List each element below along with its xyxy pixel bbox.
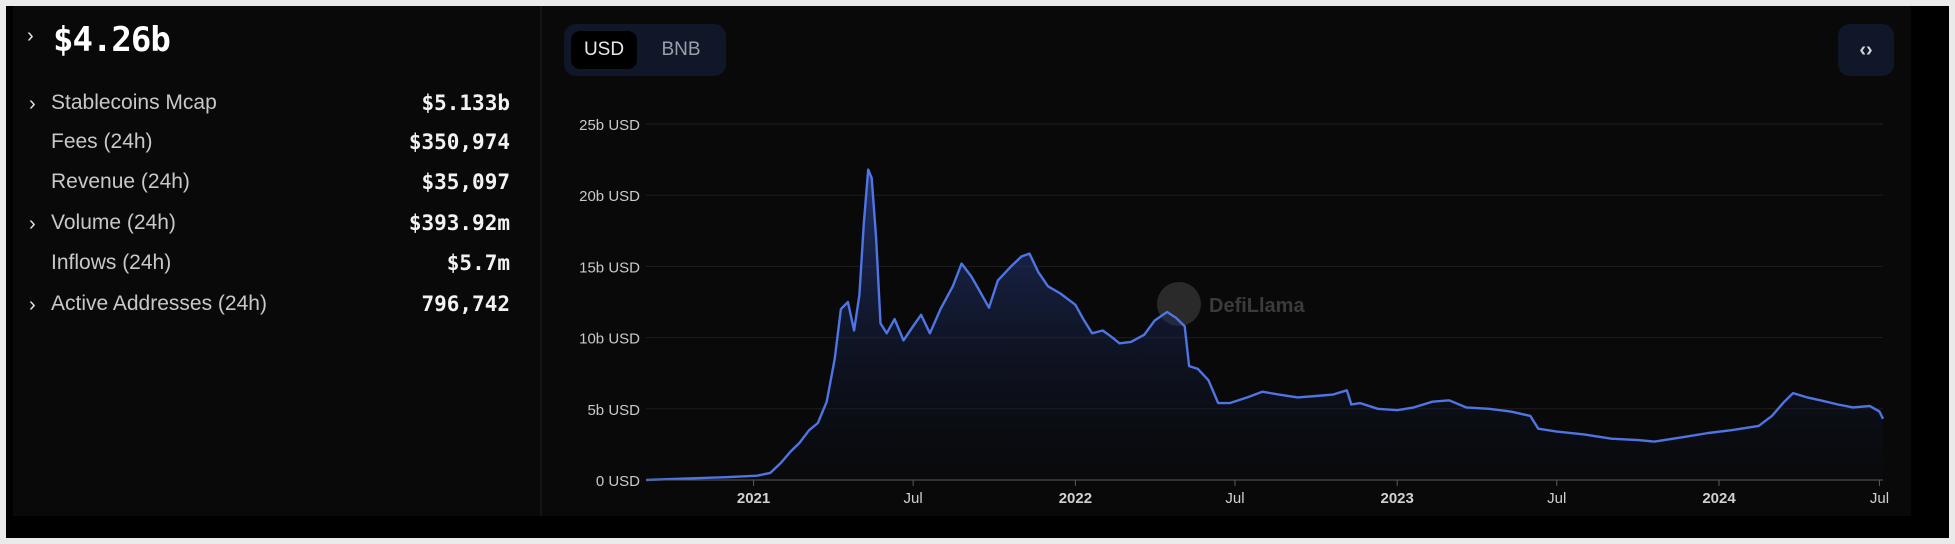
metric-label: Inflows (24h) (51, 251, 172, 274)
tvl-value: $4.26b (53, 20, 171, 60)
toggle-bnb-button[interactable]: BNB (661, 39, 701, 60)
metric-value: $393.92m (408, 211, 510, 235)
x-tick-label: Jul (1870, 490, 1889, 507)
currency-toggle: USD BNB (564, 24, 726, 76)
metric-label: Fees (24h) (51, 130, 153, 153)
y-tick-label: 25b USD (579, 117, 640, 134)
dashboard-frame: › $4.26b › Stablecoins Mcap $5.133b Fees… (6, 6, 1949, 538)
chevron-right-icon[interactable]: › (29, 294, 36, 316)
chevron-right-icon[interactable]: › (29, 213, 36, 235)
embed-button[interactable]: ‹› (1838, 24, 1894, 76)
metrics-list: › Stablecoins Mcap $5.133b Fees (24h) $3… (13, 6, 510, 406)
watermark-text: DefiLlama (1209, 295, 1305, 317)
x-tick-label: 2021 (737, 490, 770, 507)
tvl-chart: DefiLlama 0 USD 5b USD 10b USD 15b USD 20b U… (579, 117, 1889, 507)
x-tick-label: 2024 (1702, 490, 1736, 507)
y-tick-label: 15b USD (579, 259, 640, 276)
toggle-usd-button[interactable]: USD (571, 31, 637, 69)
y-tick-label: 5b USD (587, 402, 640, 419)
metric-value: $350,974 (408, 130, 510, 154)
x-tick-label: Jul (904, 490, 923, 507)
metric-value: $5.133b (421, 91, 510, 115)
code-icon: ‹› (1859, 39, 1873, 61)
x-tick-label: Jul (1547, 490, 1566, 507)
x-tick-label: Jul (1225, 490, 1244, 507)
metric-value: 796,742 (421, 292, 510, 316)
metric-value: $5.7m (446, 251, 510, 275)
x-tick-label: 2022 (1059, 490, 1092, 507)
metric-label: Active Addresses (24h) (51, 292, 267, 315)
tvl-area-fill (646, 169, 1883, 480)
tvl-series-line (645, 168, 1885, 482)
y-tick-label: 10b USD (579, 331, 640, 348)
metric-label: Revenue (24h) (51, 170, 190, 193)
expand-tvl-chevron-icon[interactable]: › (27, 25, 34, 47)
x-tick-label: 2023 (1381, 490, 1414, 507)
metric-label: Stablecoins Mcap (51, 91, 217, 114)
chain-overview-panel: › $4.26b › Stablecoins Mcap $5.133b Fees… (13, 6, 1911, 516)
metric-value: $35,097 (421, 170, 510, 194)
chevron-right-icon[interactable]: › (29, 93, 36, 115)
metric-label: Volume (24h) (51, 211, 176, 234)
column-divider (540, 6, 542, 516)
y-tick-label: 0 USD (596, 473, 640, 490)
y-tick-label: 20b USD (579, 188, 640, 205)
